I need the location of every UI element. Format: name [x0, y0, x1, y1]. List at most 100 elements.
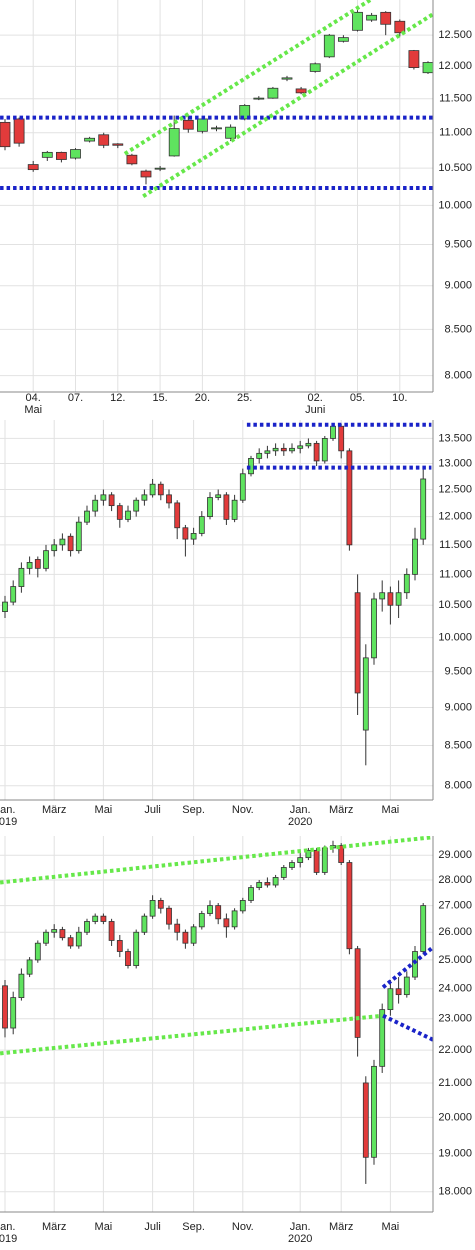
candle-body: [387, 592, 394, 606]
candle-body: [59, 929, 66, 939]
y-tick-label: 23.000: [438, 1013, 472, 1025]
y-tick-label: 8.000: [444, 780, 472, 792]
candle-body: [18, 973, 25, 999]
x-tick-label: Mai: [382, 1221, 400, 1233]
candle-body: [70, 149, 81, 159]
candle-body: [337, 37, 349, 42]
x-tick-label: Jan.: [0, 1221, 15, 1233]
plot-area: [0, 836, 433, 1212]
x-tick-label: Juli: [144, 1221, 161, 1233]
candle-body: [371, 598, 377, 659]
candle-body: [126, 154, 138, 165]
candle-body: [168, 128, 180, 157]
y-tick-label: 18.000: [438, 1186, 472, 1198]
x-tick-label: Juli: [144, 804, 161, 816]
candle-body: [43, 931, 49, 944]
candle-body: [84, 921, 90, 933]
candle-body: [149, 483, 156, 496]
x-tick-label: 25.: [237, 392, 252, 404]
y-tick-label: 24.000: [438, 983, 472, 995]
candle-body: [248, 887, 254, 901]
x-tick-label: Nov.: [232, 1221, 254, 1233]
candle-body: [43, 550, 49, 569]
candle-body: [264, 450, 271, 454]
candle-body: [297, 445, 304, 449]
y-tick-label: 12.000: [438, 60, 472, 72]
candle-body: [239, 900, 246, 912]
candle-body: [253, 97, 265, 100]
candle-body: [98, 134, 110, 146]
candle-body: [239, 105, 251, 120]
candle-body: [56, 151, 67, 160]
candle-body: [412, 951, 418, 978]
candle-body: [256, 882, 263, 888]
candle-body: [281, 77, 293, 80]
y-tick-label: 11.000: [439, 127, 472, 139]
x-tick-label: 12.: [110, 392, 125, 404]
trend-line: [382, 1013, 433, 1042]
candle-body: [13, 118, 25, 144]
candle-body: [215, 494, 222, 498]
candle-body: [67, 535, 74, 552]
y-tick-label: 8.500: [444, 739, 472, 751]
candle-body: [190, 926, 197, 944]
candle-body: [34, 942, 41, 961]
x-tick-label: Mai: [382, 804, 400, 816]
y-tick-label: 25.000: [438, 954, 472, 966]
x-tick-label: Sep.: [182, 804, 205, 816]
x-group-label: Mai: [24, 404, 42, 416]
candle-body: [280, 447, 287, 452]
y-tick-label: 11.500: [439, 539, 472, 551]
candle-body: [182, 931, 189, 944]
candle-body: [51, 544, 58, 552]
candle-body: [26, 562, 33, 569]
candle-body: [420, 478, 427, 540]
candle-body: [387, 988, 394, 1011]
candle-body: [231, 499, 238, 520]
candle-body: [362, 657, 369, 731]
candle-body: [67, 937, 74, 947]
y-tick-label: 11.500: [439, 93, 472, 105]
candle-body: [379, 592, 386, 600]
candle-body: [2, 601, 8, 612]
candle-body: [313, 849, 320, 873]
candle-body: [41, 151, 53, 158]
candle-body: [297, 857, 304, 863]
candle-body: [330, 425, 336, 439]
candle-body: [211, 127, 222, 130]
candle-body: [403, 976, 410, 996]
candle-body: [264, 882, 271, 886]
candle-body: [157, 900, 164, 909]
candle-body: [420, 905, 427, 952]
candle-body: [59, 538, 66, 546]
candle-body: [321, 847, 328, 873]
x-tick-label: Mai: [95, 804, 113, 816]
candle-body: [10, 997, 17, 1029]
candle-body: [125, 951, 131, 966]
y-tick-label: 8.500: [444, 323, 472, 335]
candle-body: [100, 494, 107, 501]
x-tick-label: 02.: [308, 392, 323, 404]
candle-body: [174, 502, 181, 529]
y-tick-label: 12.500: [438, 29, 472, 41]
candle-body: [289, 862, 295, 868]
y-tick-label: 9.500: [444, 666, 472, 678]
candle-body: [198, 516, 205, 534]
candle-body: [225, 126, 237, 139]
x-tick-label: März: [329, 804, 353, 816]
y-tick-label: 8.000: [444, 370, 472, 382]
candle-body: [182, 527, 189, 540]
candle-body: [133, 931, 140, 966]
candle-body: [215, 905, 222, 920]
y-tick-label: 9.000: [444, 701, 472, 713]
x-tick-label: März: [42, 804, 66, 816]
y-tick-label: 10.500: [438, 599, 472, 611]
y-tick-label: 9.000: [444, 280, 472, 292]
candle-body: [34, 559, 41, 569]
trend-line: [0, 1013, 384, 1056]
candle-body: [380, 11, 392, 25]
x-group-label: Juni: [305, 404, 325, 416]
y-tick-label: 29.000: [438, 849, 472, 861]
y-tick-label: 10.000: [438, 199, 472, 211]
